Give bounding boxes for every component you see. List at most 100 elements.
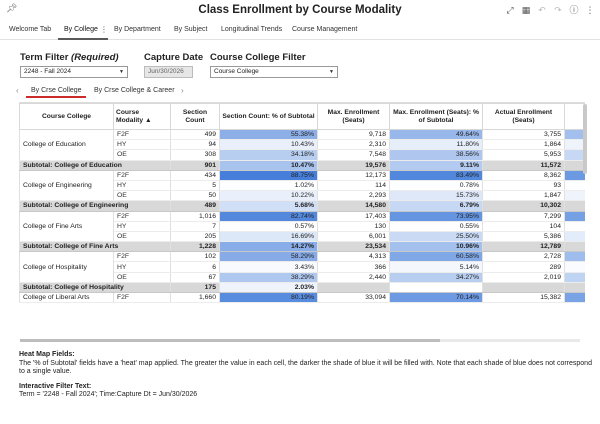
redo-icon[interactable]: ↷ — [554, 5, 562, 15]
info-icon[interactable]: ⓘ — [569, 5, 579, 15]
max-enrollment-pct-cell: 49.64% — [389, 129, 483, 141]
subtotal-label: Subtotal: College of Education — [19, 160, 171, 171]
col-header-section-pct[interactable]: Section Count: % of Subtotal — [219, 103, 318, 130]
tab-by-department[interactable]: By Department — [114, 26, 161, 33]
actual-enrollment-cell: 2,019 — [482, 272, 565, 283]
filter-text-title: Interactive Filter Text: — [19, 382, 92, 390]
actual-more-cell — [564, 261, 585, 273]
tab-by-subject[interactable]: By Subject — [174, 26, 208, 33]
col-header-max-enrollment-pct[interactable]: Max. Enrollment (Seats): % of Subtotal — [389, 103, 483, 130]
subtotal-actual-enrollment: 12,789 — [482, 241, 565, 253]
more-vertical-icon[interactable]: ⋮ — [585, 5, 595, 15]
modality-cell: F2F — [113, 211, 171, 222]
actual-more-cell — [564, 221, 585, 232]
table-row[interactable]: HY 6 3.43% 366 5.14% 289 — [20, 261, 585, 273]
college-cell: College of Education — [19, 129, 114, 161]
max-enrollment-cell: 4,313 — [317, 251, 390, 263]
subtotal-row[interactable]: Subtotal: College of Engineering 489 5.68%… — [19, 200, 585, 212]
chevron-left-icon[interactable]: ‹ — [16, 86, 19, 95]
max-enrollment-pct-cell: 11.80% — [389, 139, 483, 151]
section-count-cell: 5 — [170, 180, 220, 192]
table-row[interactable]: OE 205 16.69% 6,001 25.50% 5,386 — [20, 231, 585, 243]
subtotal-row[interactable]: Subtotal: College of Education 901 10.47% 1… — [19, 160, 585, 171]
subtotal-actual-more — [564, 282, 585, 294]
undo-icon[interactable]: ↶ — [538, 5, 546, 15]
vertical-scrollbar[interactable] — [583, 104, 587, 174]
actual-enrollment-cell: 104 — [482, 221, 565, 232]
col-header-actual-more[interactable]: Actu — [564, 103, 585, 130]
actual-enrollment-cell: 15,382 — [482, 292, 565, 304]
modality-cell: F2F — [113, 251, 171, 263]
modality-cell: HY — [113, 221, 171, 232]
max-enrollment-cell: 17,403 — [317, 211, 390, 222]
term-filter-select[interactable]: 2248 - Fall 2024 ▼ — [20, 66, 128, 78]
modality-cell: OE — [113, 149, 171, 161]
table-row[interactable]: OE 308 34.18% 7,548 38.56% 5,953 — [20, 149, 585, 161]
modality-cell: HY — [113, 180, 171, 192]
subtotal-max-enrollment: 19,576 — [317, 160, 390, 171]
horizontal-scrollbar-thumb[interactable] — [20, 339, 440, 342]
max-enrollment-pct-cell: 34.27% — [389, 272, 483, 283]
actual-more-cell — [564, 190, 585, 202]
subtotal-section-pct: 5.68% — [219, 200, 318, 212]
max-enrollment-cell: 114 — [317, 180, 390, 192]
max-enrollment-cell: 9,718 — [317, 129, 390, 141]
actual-enrollment-cell: 8,362 — [482, 170, 565, 181]
subtotal-row[interactable]: Subtotal: College of Fine Arts 1,228 14.27… — [19, 241, 585, 253]
section-count-cell: 1,016 — [170, 211, 220, 222]
modality-cell: F2F — [113, 292, 171, 304]
tab-by-college[interactable]: By College — [64, 26, 98, 33]
filter-text: Term = '2248 - Fall 2024'; Time:Capture … — [19, 391, 198, 399]
table-row[interactable]: OE 50 10.22% 2,293 15.73% 1,847 — [20, 190, 585, 202]
max-enrollment-cell: 2,440 — [317, 272, 390, 283]
tab-menu-icon[interactable]: ⋮ — [100, 25, 108, 34]
subtotal-section-pct: 2.03% — [219, 282, 318, 294]
tab-course-management[interactable]: Course Management — [292, 26, 358, 33]
col-header-max-enrollment[interactable]: Max. Enrollment (Seats) — [317, 103, 390, 130]
tab-longitudinal-trends[interactable]: Longitudinal Trends — [221, 26, 283, 33]
subtotal-actual-enrollment — [482, 282, 565, 294]
table-row[interactable]: College of Hospitality F2F 102 58.29% 4,313 6… — [19, 251, 585, 283]
col-header-section-count[interactable]: Section Count — [170, 103, 220, 130]
subtab-by-crse-college-career[interactable]: By Crse College & Career — [94, 87, 175, 94]
expand-icon[interactable]: ⤢ — [506, 5, 514, 15]
subtotal-max-enrollment: 23,534 — [317, 241, 390, 253]
heat-map-title: Heat Map Fields: — [19, 351, 75, 358]
subtotal-section-count: 489 — [170, 200, 220, 212]
table-body: College of Education F2F 499 55.38% 9,718 49.… — [19, 129, 585, 304]
subtotal-row[interactable]: Subtotal: College of Hospitality 175 2.03% — [19, 282, 585, 294]
max-enrollment-cell: 2,293 — [317, 190, 390, 202]
table-row[interactable]: College of Engineering F2F 434 88.75% 12,173… — [19, 170, 585, 202]
section-pct-cell: 38.29% — [219, 272, 318, 283]
table-row[interactable]: College of Fine Arts F2F 1,016 82.74% 17,403… — [19, 211, 585, 243]
section-pct-cell: 55.38% — [219, 129, 318, 141]
col-header-college[interactable]: Course College — [19, 103, 114, 130]
subtotal-section-count: 175 — [170, 282, 220, 294]
pin-icon[interactable]: 📌︎ — [6, 3, 18, 13]
tab-welcome[interactable]: Welcome Tab — [9, 26, 52, 33]
table-header-row: Course College Course Modality ▲ Section… — [19, 103, 585, 130]
table-row[interactable]: HY 5 1.02% 114 0.78% 93 — [20, 180, 585, 192]
subtotal-section-count: 1,228 — [170, 241, 220, 253]
max-enrollment-pct-cell: 73.95% — [389, 211, 483, 222]
grid-icon[interactable]: ▦ — [521, 5, 531, 15]
table-row[interactable]: College of Liberal Arts F2F 1,660 80.19% 33,… — [19, 292, 585, 304]
section-pct-cell: 10.43% — [219, 139, 318, 151]
max-enrollment-pct-cell: 5.14% — [389, 261, 483, 273]
col-header-modality[interactable]: Course Modality ▲ — [113, 103, 171, 130]
subtotal-max-enrollment-pct — [389, 282, 483, 294]
col-header-actual-enrollment[interactable]: Actual Enrollment (Seats) — [482, 103, 565, 130]
max-enrollment-pct-cell: 38.56% — [389, 149, 483, 161]
chevron-right-icon[interactable]: › — [181, 86, 184, 95]
college-filter-select[interactable]: Course College ▼ — [210, 66, 338, 78]
section-count-cell: 308 — [170, 149, 220, 161]
subtab-by-crse-college[interactable]: By Crse College — [31, 87, 82, 94]
enrollment-table-container[interactable]: Course College Course Modality ▲ Section… — [19, 102, 585, 341]
table-row[interactable]: HY 94 10.43% 2,310 11.80% 1,864 — [20, 139, 585, 151]
table-row[interactable]: OE 67 38.29% 2,440 34.27% 2,019 — [20, 272, 585, 283]
capture-date-value: Jun/30/2026 — [148, 68, 184, 75]
table-row[interactable]: HY 7 0.57% 130 0.55% 104 — [20, 221, 585, 232]
table-row[interactable]: College of Education F2F 499 55.38% 9,718 49.… — [19, 129, 585, 161]
section-count-cell: 434 — [170, 170, 220, 181]
max-enrollment-cell: 7,548 — [317, 149, 390, 161]
